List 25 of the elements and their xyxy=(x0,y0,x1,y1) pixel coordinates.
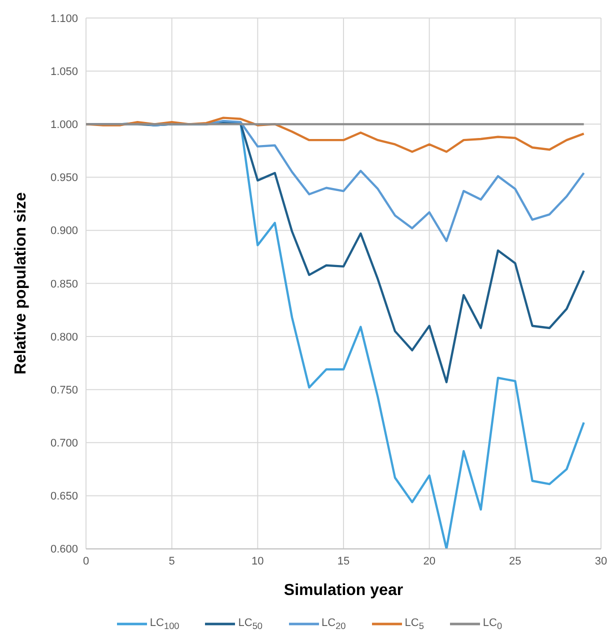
x-axis-title: Simulation year xyxy=(284,582,404,599)
legend-label: LC$_{50}$ xyxy=(238,616,263,631)
x-tick-label: 5 xyxy=(168,556,175,568)
y-tick-label: 1.000 xyxy=(50,119,78,132)
x-tick-label: 25 xyxy=(509,556,522,568)
x-tick-label: 10 xyxy=(252,556,264,568)
y-tick-label: 0.950 xyxy=(50,172,78,184)
x-tick-label: 30 xyxy=(594,556,608,568)
y-tick-label: 0.600 xyxy=(50,544,78,556)
y-tick-label: 0.650 xyxy=(50,490,78,503)
y-tick-label: 0.850 xyxy=(50,278,78,290)
legend-label: LC$_{5}$ xyxy=(404,616,424,631)
y-tick-label: 0.750 xyxy=(50,384,78,396)
x-tick-label: 0 xyxy=(82,556,90,568)
y-axis-title: Relative population size xyxy=(12,192,30,375)
y-tick-label: 0.900 xyxy=(50,225,78,238)
legend-label: LC$_{100}$ xyxy=(150,616,180,631)
legend-label: LC$_{20}$ xyxy=(322,616,346,631)
x-tick-label: 20 xyxy=(423,556,436,568)
y-tick-label: 1.100 xyxy=(50,12,78,25)
x-tick-label: 15 xyxy=(337,556,350,568)
y-tick-label: 1.050 xyxy=(50,66,78,78)
legend-label: LC$_{0}$ xyxy=(482,616,502,631)
y-tick-label: 0.700 xyxy=(50,438,78,450)
y-tick-label: 0.800 xyxy=(50,331,78,344)
